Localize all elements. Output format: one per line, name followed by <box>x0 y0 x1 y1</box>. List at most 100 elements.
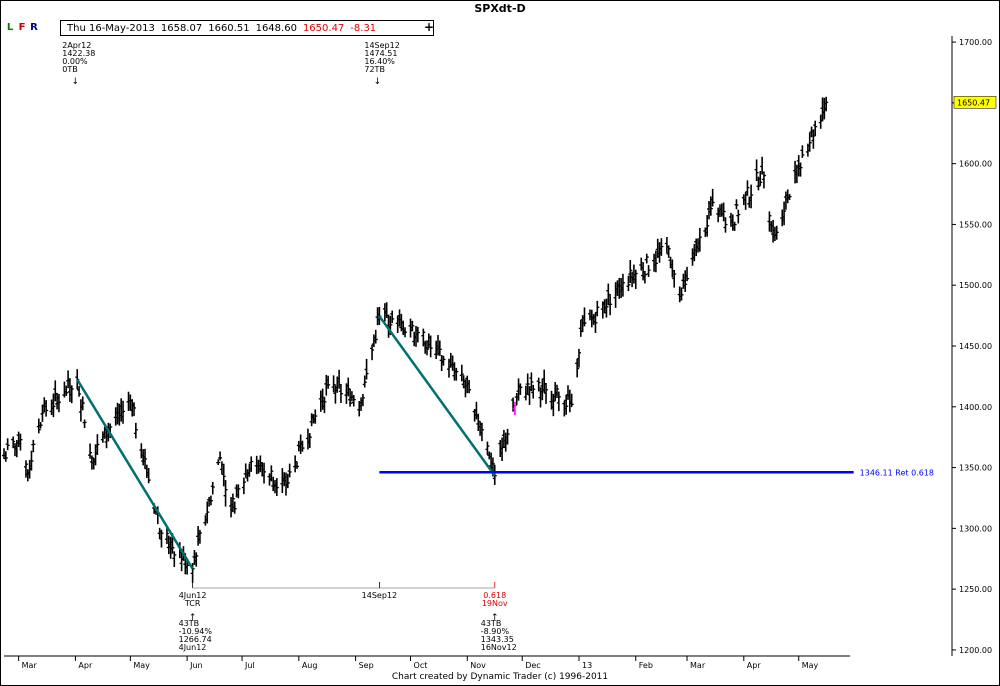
price-bar <box>230 493 235 513</box>
quote-high: 1660.51 <box>208 22 250 34</box>
quote-bar: Thu 16-May-2013 1658.07 1660.51 1648.60 … <box>60 20 434 36</box>
price-bar <box>800 145 805 158</box>
price-bar <box>40 404 45 422</box>
x-tick-label: May <box>802 661 819 670</box>
x-tick-label: Feb <box>639 661 653 670</box>
bottom-annotation-text: -10.94% <box>179 627 213 636</box>
price-bar <box>525 373 530 395</box>
price-bar <box>143 448 147 469</box>
price-bar <box>338 384 343 404</box>
price-bar <box>223 480 228 507</box>
y-tick-label: 1700.00 <box>959 38 992 47</box>
price-bar <box>479 422 484 442</box>
price-bar <box>813 120 818 136</box>
price-bar <box>190 563 195 583</box>
price-bar <box>734 199 739 210</box>
top-annotation-text: 1422.38 <box>62 49 95 58</box>
price-bar <box>745 180 750 196</box>
x-tick-label: Apr <box>747 661 762 670</box>
price-bar <box>628 260 633 284</box>
retracement-label: 1346.11 Ret 0.618 <box>860 468 934 477</box>
quote-open: 1658.07 <box>160 22 203 34</box>
price-bar <box>721 202 726 222</box>
y-tick-label: 1350.00 <box>959 464 992 473</box>
price-bar <box>705 215 710 237</box>
ratio-button[interactable]: R <box>30 21 38 33</box>
price-bar <box>575 358 580 378</box>
up-arrow-icon: ↑ <box>189 613 197 623</box>
price-bar <box>604 298 609 318</box>
x-tick-label: May <box>133 661 150 670</box>
y-tick-label: 1600.00 <box>959 160 992 169</box>
price-bar <box>164 526 169 545</box>
price-bar <box>697 227 702 252</box>
price-bar <box>555 384 560 399</box>
price-bar <box>216 459 221 466</box>
price-bar <box>556 391 561 412</box>
price-bar <box>582 307 587 327</box>
y-tick-label: 1250.00 <box>959 585 992 594</box>
bottom-annotation-text: 43TB <box>179 619 200 628</box>
x-tick-label: Dec <box>525 661 540 670</box>
price-bar <box>205 501 210 524</box>
y-tick-label: 1450.00 <box>959 342 992 351</box>
price-bar <box>232 501 237 514</box>
price-bar <box>236 484 241 499</box>
top-annotation-text: 14Sep12 <box>364 41 399 50</box>
price-bar <box>441 355 446 366</box>
price-bar <box>88 443 93 459</box>
price-bar <box>80 396 85 411</box>
y-tick-label: 1500.00 <box>959 281 992 290</box>
price-bar <box>269 465 274 482</box>
price-bar <box>659 238 664 256</box>
price-bar <box>262 462 267 484</box>
price-bar <box>551 393 556 417</box>
x-tick-label: Sep <box>359 661 374 670</box>
price-bar <box>249 456 254 472</box>
x-tick-label: Jun <box>189 661 203 670</box>
price-bar <box>29 450 34 471</box>
last-price-marker <box>953 96 997 109</box>
price-bar <box>672 270 677 288</box>
y-tick-label: 1300.00 <box>959 524 992 533</box>
price-bar <box>82 419 87 429</box>
price-bar <box>633 269 638 290</box>
lines-button[interactable]: L <box>6 21 14 33</box>
price-bar <box>437 340 442 356</box>
price-bar <box>454 367 459 381</box>
price-bar <box>307 433 312 448</box>
y-tick-label: 1200.00 <box>959 646 992 655</box>
price-bar <box>459 364 464 382</box>
price-bar <box>685 266 690 282</box>
price-bar <box>69 385 74 404</box>
last-price-label: 1650.47 <box>957 98 990 107</box>
price-bar <box>360 393 365 407</box>
price-bar <box>31 439 36 453</box>
price-bar <box>351 395 356 407</box>
price-bar <box>774 225 779 240</box>
price-bar <box>415 326 420 343</box>
price-bar <box>121 400 126 424</box>
price-bar <box>485 441 490 455</box>
x-tick-label: 13 <box>582 661 592 670</box>
price-bar <box>300 440 305 452</box>
up-arrow-icon: ↑ <box>491 613 499 623</box>
add-plus-icon[interactable]: + <box>424 20 435 34</box>
price-bar <box>749 184 754 209</box>
fib-button[interactable]: F <box>18 21 26 33</box>
bottom-annotation-text: 1343.35 <box>481 635 514 644</box>
price-bar <box>218 451 223 461</box>
price-bar <box>5 438 10 451</box>
price-bar <box>710 188 715 207</box>
price-bar <box>331 375 336 393</box>
price-bar <box>326 375 331 389</box>
quote-date: Thu 16-May-2013 <box>67 22 155 34</box>
footer-credit: Chart created by Dynamic Trader (c) 1996… <box>391 672 609 682</box>
price-bar <box>132 402 137 417</box>
price-bar <box>95 434 100 455</box>
price-bar <box>403 327 408 338</box>
price-bar <box>362 375 367 388</box>
price-bar <box>274 478 279 497</box>
price-bar <box>595 300 600 317</box>
